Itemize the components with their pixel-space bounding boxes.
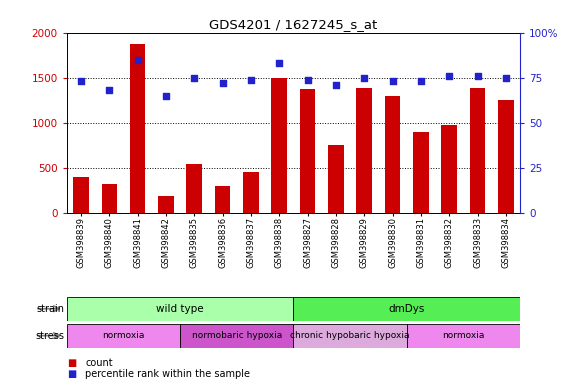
Point [388, 78, 397, 84]
Bar [271, 78, 287, 213]
Bar [102, 184, 117, 213]
Bar [356, 88, 372, 213]
Text: strain: strain [36, 304, 64, 314]
Point [501, 74, 511, 81]
Bar [442, 125, 457, 213]
Point [444, 73, 454, 79]
Bar [328, 145, 344, 213]
Text: normoxia: normoxia [442, 331, 485, 340]
Bar [413, 132, 429, 213]
Point [303, 76, 312, 83]
Point [275, 60, 284, 66]
Text: normobaric hypoxia: normobaric hypoxia [192, 331, 282, 340]
Point [473, 73, 482, 79]
Bar [67, 324, 180, 348]
Bar [385, 96, 400, 213]
Text: ■: ■ [67, 369, 76, 379]
Bar [158, 195, 174, 213]
Point [76, 78, 85, 84]
Bar [300, 89, 315, 213]
Title: GDS4201 / 1627245_s_at: GDS4201 / 1627245_s_at [209, 18, 378, 31]
Bar [67, 297, 293, 321]
Text: ■: ■ [67, 358, 76, 368]
Bar [215, 185, 231, 213]
Point [331, 82, 340, 88]
Text: wild type: wild type [156, 304, 204, 314]
Point [189, 74, 199, 81]
Point [416, 78, 425, 84]
Text: chronic hypobaric hypoxia: chronic hypobaric hypoxia [290, 331, 410, 340]
Bar [469, 88, 485, 213]
Bar [187, 164, 202, 213]
Bar [73, 177, 89, 213]
Point [218, 80, 227, 86]
Bar [293, 297, 520, 321]
Text: dmDys: dmDys [389, 304, 425, 314]
Bar [243, 172, 259, 213]
Text: normoxia: normoxia [102, 331, 145, 340]
Point [162, 93, 171, 99]
Text: count: count [85, 358, 113, 368]
Text: stress: stress [35, 331, 64, 341]
Text: percentile rank within the sample: percentile rank within the sample [85, 369, 250, 379]
Point [133, 56, 142, 63]
Bar [130, 45, 145, 213]
Point [105, 87, 114, 93]
Point [360, 74, 369, 81]
Bar [180, 324, 293, 348]
Point [246, 76, 256, 83]
Bar [498, 100, 514, 213]
Bar [407, 324, 520, 348]
Bar [293, 324, 407, 348]
